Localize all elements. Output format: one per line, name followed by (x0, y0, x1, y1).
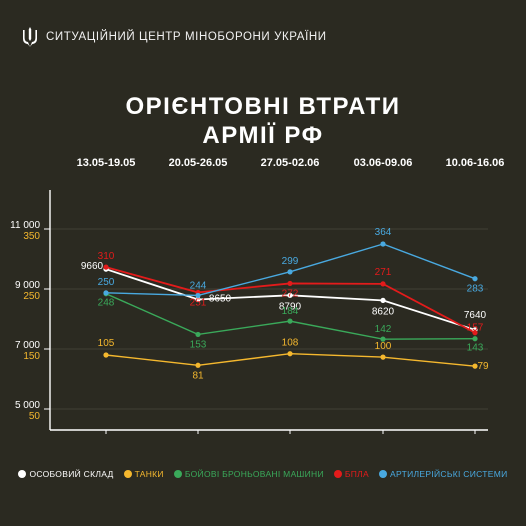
data-point (195, 362, 201, 368)
data-point (380, 281, 386, 287)
data-label: 299 (282, 256, 299, 267)
data-label: 8790 (279, 301, 302, 312)
x-category-label: 13.05-19.05 (77, 157, 136, 169)
data-label: 8620 (372, 306, 395, 317)
data-label: 248 (98, 298, 115, 309)
data-label: 100 (375, 341, 392, 352)
y-tick-label-right: 150 (23, 351, 40, 362)
data-point (380, 297, 386, 303)
data-label: 310 (98, 251, 115, 262)
header: СИТУАЦІЙНИЙ ЦЕНТР МІНОБОРОНИ УКРАЇНИ (22, 26, 327, 48)
data-point (472, 363, 478, 369)
legend-label: БПЛА (344, 469, 370, 479)
data-point (472, 276, 478, 282)
data-label: 250 (98, 277, 115, 288)
legend-label: АРТИЛЕРІЙСЬКІ СИСТЕМИ (390, 469, 508, 479)
legend-item: БПЛА (333, 469, 370, 479)
legend-item: АРТИЛЕРІЙСЬКІ СИСТЕМИ (379, 469, 508, 479)
x-category-label: 10.06-16.06 (446, 157, 505, 169)
y-tick-label-left: 9 000 (15, 280, 40, 291)
chart-title: ОРІЄНТОВНІ ВТРАТИ АРМІЇ РФ (0, 92, 526, 150)
legend-dot-icon (173, 470, 182, 478)
legend-dot-icon (123, 470, 132, 478)
y-tick-label-right: 350 (23, 231, 40, 242)
data-point (380, 336, 386, 342)
data-point (472, 330, 478, 336)
data-point (287, 280, 293, 287)
data-label: 244 (190, 280, 207, 291)
y-tick-label-left: 11 000 (10, 220, 40, 231)
data-label: 272 (282, 288, 299, 299)
legend-label: ОСОБОВИЙ СКЛАД (29, 469, 114, 479)
header-title: СИТУАЦІЙНИЙ ЦЕНТР МІНОБОРОНИ УКРАЇНИ (46, 31, 327, 43)
data-label: 7640 (464, 310, 487, 321)
x-category-label: 20.05-26.05 (169, 157, 228, 169)
data-point (103, 290, 109, 296)
data-point (103, 264, 109, 270)
legend-item: ТАНКИ (123, 469, 164, 479)
legend-dot-icon (379, 470, 388, 478)
data-point (195, 292, 201, 299)
data-label: 108 (282, 338, 299, 349)
data-label: 184 (282, 306, 299, 317)
data-point (287, 351, 293, 357)
data-point (195, 296, 201, 303)
trident-icon (23, 27, 37, 47)
data-label: 251 (190, 297, 207, 308)
data-point (103, 352, 109, 358)
legend-dot-icon (18, 470, 27, 478)
data-label: 8650 (209, 294, 232, 305)
data-label: 157 (467, 323, 484, 334)
data-point (195, 331, 201, 338)
data-label: 143 (467, 343, 484, 354)
chart-title-line-2: АРМІЇ РФ (202, 122, 324, 149)
data-label: 81 (192, 370, 204, 381)
x-category-label: 03.06-09.06 (354, 157, 413, 169)
chart-legend: ОСОБОВИЙ СКЛАД ТАНКИ БОЙОВІ БРОНЬОВАНІ МАШ… (0, 469, 526, 479)
y-tick-label-right: 250 (23, 291, 40, 302)
data-label: 153 (190, 339, 207, 350)
data-label: 105 (98, 338, 115, 349)
legend-label: БОЙОВІ БРОНЬОВАНІ МАШИНИ (184, 469, 324, 479)
data-label: 79 (477, 361, 489, 372)
y-tick-label-left: 5 000 (15, 400, 40, 411)
data-label: 271 (375, 267, 392, 278)
data-label: 283 (467, 284, 484, 295)
data-point (380, 241, 386, 247)
data-label: 142 (375, 324, 392, 335)
legend-label: ТАНКИ (134, 469, 164, 479)
data-point (380, 354, 386, 360)
y-tick-label-right: 50 (29, 411, 41, 422)
legend-dot-icon (333, 470, 342, 478)
data-point (287, 318, 293, 324)
legend-item: ОСОБОВИЙ СКЛАД (18, 469, 113, 479)
chart-title-line-1: ОРІЄНТОВНІ ВТРАТИ (125, 93, 401, 120)
data-point (287, 269, 293, 275)
data-point (472, 336, 478, 342)
data-label: 364 (375, 227, 392, 238)
y-tick-label-left: 7 000 (15, 340, 40, 351)
x-category-label: 27.05-02.06 (261, 157, 320, 169)
legend-item: БОЙОВІ БРОНЬОВАНІ МАШИНИ (173, 469, 324, 479)
data-label: 9660 (81, 261, 104, 272)
data-point (287, 292, 293, 298)
